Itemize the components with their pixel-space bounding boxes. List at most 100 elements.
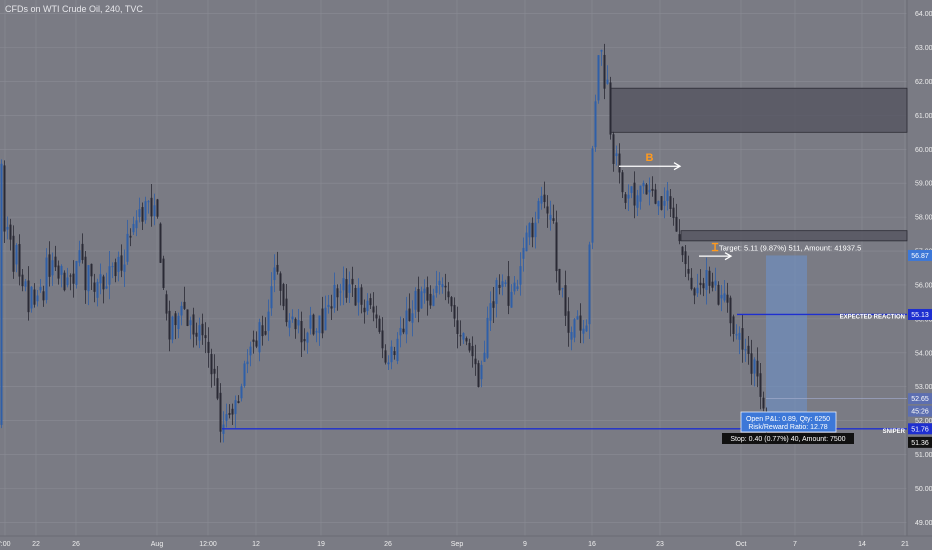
candle-body[interactable] [234, 400, 237, 415]
candle-body[interactable] [252, 339, 255, 342]
candle-body[interactable] [279, 273, 282, 291]
candle-body[interactable] [555, 222, 558, 272]
candle-body[interactable] [240, 386, 243, 399]
candle-body[interactable] [663, 200, 666, 206]
candle-body[interactable] [360, 287, 363, 305]
candle-body[interactable] [420, 291, 423, 309]
candle-body[interactable] [138, 209, 141, 218]
candle-body[interactable] [48, 254, 51, 277]
candle-body[interactable] [546, 206, 549, 214]
candle-body[interactable] [651, 188, 654, 191]
candle-body[interactable] [243, 363, 246, 386]
candle-body[interactable] [180, 305, 183, 316]
candle-body[interactable] [24, 281, 27, 287]
candle-body[interactable] [681, 246, 684, 256]
candle-body[interactable] [147, 201, 150, 203]
candle-body[interactable] [198, 325, 201, 341]
candle-body[interactable] [120, 255, 123, 271]
candle-body[interactable] [318, 315, 321, 334]
candle-body[interactable] [381, 330, 384, 349]
candle-body[interactable] [654, 189, 657, 204]
candle-body[interactable] [165, 294, 168, 314]
candle-body[interactable] [753, 359, 756, 374]
candle-body[interactable] [270, 286, 273, 309]
candle-body[interactable] [513, 282, 516, 292]
candle-body[interactable] [624, 194, 627, 203]
candle-body[interactable] [135, 220, 138, 229]
candle-body[interactable] [357, 287, 360, 303]
candle-body[interactable] [195, 332, 198, 337]
candle-body[interactable] [171, 316, 174, 340]
candle-body[interactable] [645, 184, 648, 195]
candle-body[interactable] [213, 368, 216, 374]
candle-body[interactable] [300, 321, 303, 343]
candle-body[interactable] [102, 276, 105, 290]
candle-body[interactable] [54, 256, 57, 268]
candle-body[interactable] [186, 309, 189, 326]
candle-body[interactable] [0, 163, 3, 425]
candle-body[interactable] [468, 342, 471, 351]
candle-body[interactable] [537, 200, 540, 219]
candle-body[interactable] [516, 286, 519, 290]
candle-body[interactable] [675, 216, 678, 232]
candle-body[interactable] [423, 288, 426, 294]
candle-body[interactable] [126, 233, 129, 262]
candle-body[interactable] [390, 346, 393, 363]
candle-body[interactable] [39, 286, 42, 291]
candle-body[interactable] [228, 413, 231, 415]
candle-body[interactable] [351, 278, 354, 285]
candle-body[interactable] [540, 195, 543, 204]
candle-body[interactable] [393, 351, 396, 356]
candle-body[interactable] [495, 280, 498, 304]
candle-body[interactable] [441, 284, 444, 288]
candle-body[interactable] [192, 314, 195, 335]
position-target-zone[interactable] [766, 255, 807, 429]
candle-body[interactable] [342, 278, 345, 291]
candle-body[interactable] [273, 267, 276, 281]
candle-body[interactable] [561, 288, 564, 290]
candle-body[interactable] [276, 264, 279, 272]
candle-body[interactable] [564, 285, 567, 316]
candle-body[interactable] [657, 201, 660, 207]
candle-body[interactable] [501, 281, 504, 287]
candle-body[interactable] [465, 338, 468, 342]
candle-body[interactable] [210, 354, 213, 375]
candle-body[interactable] [498, 284, 501, 288]
candle-body[interactable] [231, 408, 234, 415]
candle-body[interactable] [735, 334, 738, 336]
candle-body[interactable] [690, 277, 693, 290]
supply-zone[interactable] [609, 87, 908, 133]
candle-body[interactable] [159, 223, 162, 263]
candle-body[interactable] [747, 345, 750, 355]
candle-body[interactable] [510, 291, 513, 308]
candle-body[interactable] [42, 291, 45, 301]
candle-body[interactable] [489, 303, 492, 321]
candle-body[interactable] [366, 300, 369, 312]
candle-body[interactable] [714, 280, 717, 286]
candle-body[interactable] [579, 315, 582, 331]
candle-body[interactable] [18, 244, 21, 277]
candle-body[interactable] [294, 318, 297, 330]
candle-body[interactable] [177, 315, 180, 329]
candle-body[interactable] [312, 314, 315, 335]
candle-body[interactable] [363, 307, 366, 313]
candle-body[interactable] [321, 308, 324, 334]
candle-body[interactable] [336, 288, 339, 298]
candle-body[interactable] [237, 401, 240, 404]
candle-body[interactable] [429, 293, 432, 306]
candle-body[interactable] [51, 260, 54, 276]
candle-body[interactable] [84, 256, 87, 291]
candle-body[interactable] [339, 291, 342, 293]
candle-body[interactable] [519, 266, 522, 285]
candle-body[interactable] [414, 290, 417, 310]
candle-body[interactable] [594, 101, 597, 148]
candle-body[interactable] [66, 277, 69, 286]
candle-body[interactable] [315, 331, 318, 333]
candle-body[interactable] [96, 281, 99, 298]
candle-body[interactable] [606, 79, 609, 84]
candle-body[interactable] [702, 283, 705, 289]
candle-body[interactable] [693, 288, 696, 296]
candle-body[interactable] [588, 244, 591, 325]
candle-body[interactable] [477, 363, 480, 387]
candle-body[interactable] [69, 275, 72, 277]
